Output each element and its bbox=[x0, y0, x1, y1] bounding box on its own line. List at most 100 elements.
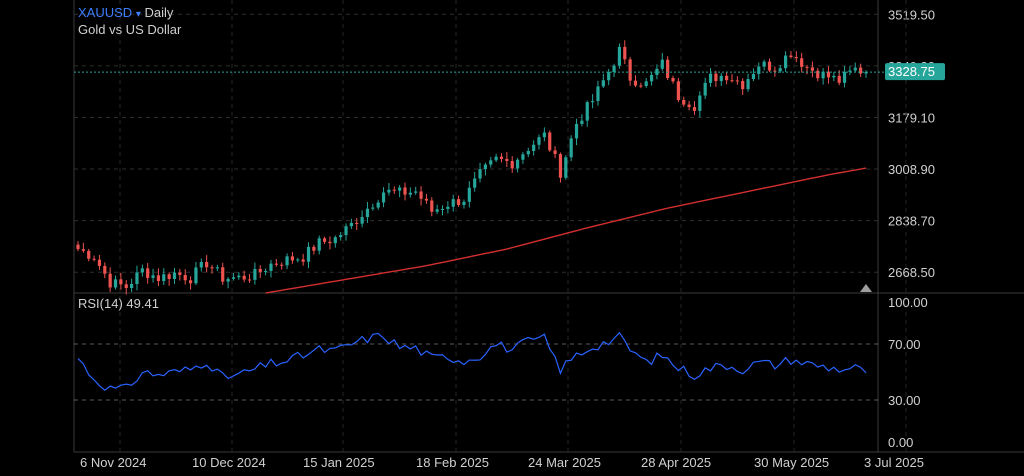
candle-body[interactable] bbox=[548, 132, 552, 151]
candle-body[interactable] bbox=[205, 262, 209, 268]
candle-body[interactable] bbox=[398, 187, 402, 191]
candle-body[interactable] bbox=[430, 200, 434, 212]
candle-body[interactable] bbox=[607, 72, 611, 81]
candle-body[interactable] bbox=[478, 169, 482, 179]
candle-body[interactable] bbox=[639, 85, 643, 87]
candle-body[interactable] bbox=[473, 178, 477, 188]
candle-body[interactable] bbox=[312, 246, 316, 251]
candle-body[interactable] bbox=[708, 73, 713, 83]
candle-body[interactable] bbox=[671, 78, 675, 82]
candle-body[interactable] bbox=[156, 275, 161, 282]
candle-body[interactable] bbox=[242, 275, 246, 280]
candle-body[interactable] bbox=[848, 70, 852, 72]
candle-body[interactable] bbox=[231, 277, 236, 279]
candle-body[interactable] bbox=[435, 209, 439, 212]
candle-body[interactable] bbox=[842, 71, 847, 83]
candle-body[interactable] bbox=[199, 262, 203, 268]
candle-body[interactable] bbox=[296, 259, 300, 261]
candle-body[interactable] bbox=[462, 201, 466, 206]
candle-body[interactable] bbox=[532, 144, 536, 151]
candle-body[interactable] bbox=[633, 80, 638, 86]
candle-body[interactable] bbox=[456, 199, 461, 206]
candle-body[interactable] bbox=[601, 80, 605, 87]
candle-body[interactable] bbox=[564, 157, 568, 178]
symbol-header[interactable]: XAUUSD ▾ Daily bbox=[78, 5, 173, 20]
candle-body[interactable] bbox=[783, 55, 788, 69]
candle-body[interactable] bbox=[719, 75, 723, 82]
candle-body[interactable] bbox=[103, 265, 107, 274]
candle-body[interactable] bbox=[510, 160, 514, 169]
candle-body[interactable] bbox=[328, 241, 332, 244]
candle-body[interactable] bbox=[521, 154, 525, 160]
candle-body[interactable] bbox=[741, 80, 745, 90]
candle-body[interactable] bbox=[612, 65, 616, 73]
candle-body[interactable] bbox=[864, 72, 868, 74]
candle-body[interactable] bbox=[349, 222, 353, 227]
candle-body[interactable] bbox=[649, 74, 654, 82]
candle-body[interactable] bbox=[821, 71, 825, 79]
candle-body[interactable] bbox=[274, 263, 278, 265]
candle-body[interactable] bbox=[151, 275, 155, 278]
candle-body[interactable] bbox=[617, 46, 622, 66]
candle-body[interactable] bbox=[762, 61, 766, 67]
candle-body[interactable] bbox=[805, 66, 809, 68]
candle-body[interactable] bbox=[623, 46, 627, 60]
candle-body[interactable] bbox=[392, 189, 396, 191]
candle-body[interactable] bbox=[387, 189, 391, 193]
candle-body[interactable] bbox=[837, 75, 841, 83]
candle-body[interactable] bbox=[666, 59, 670, 79]
candle-body[interactable] bbox=[408, 192, 412, 195]
candle-body[interactable] bbox=[826, 71, 831, 78]
candle-body[interactable] bbox=[119, 279, 123, 285]
candle-body[interactable] bbox=[92, 258, 96, 260]
candle-body[interactable] bbox=[778, 68, 782, 72]
candle-body[interactable] bbox=[553, 150, 557, 155]
candle-body[interactable] bbox=[322, 238, 327, 242]
candle-body[interactable] bbox=[853, 67, 857, 71]
candle-body[interactable] bbox=[87, 250, 91, 259]
caret-down-icon[interactable]: ▾ bbox=[135, 9, 141, 20]
candle-body[interactable] bbox=[108, 273, 112, 288]
candle-body[interactable] bbox=[499, 156, 504, 159]
candle-body[interactable] bbox=[124, 284, 128, 289]
candle-body[interactable] bbox=[730, 80, 734, 82]
scroll-marker-icon[interactable] bbox=[860, 284, 872, 292]
candle-body[interactable] bbox=[140, 268, 144, 273]
symbol-label[interactable]: XAUUSD bbox=[78, 5, 133, 20]
candle-body[interactable] bbox=[215, 267, 219, 269]
candle-body[interactable] bbox=[757, 66, 761, 74]
candle-body[interactable] bbox=[221, 267, 225, 282]
candle-body[interactable] bbox=[692, 107, 697, 111]
candle-body[interactable] bbox=[269, 263, 273, 271]
candle-body[interactable] bbox=[371, 207, 375, 209]
candle-body[interactable] bbox=[703, 82, 707, 96]
candle-body[interactable] bbox=[467, 187, 471, 202]
candle-body[interactable] bbox=[789, 55, 793, 58]
candle-body[interactable] bbox=[451, 199, 455, 207]
candle-body[interactable] bbox=[542, 132, 546, 138]
candle-body[interactable] bbox=[226, 278, 230, 282]
candle-body[interactable] bbox=[167, 274, 171, 279]
candle-body[interactable] bbox=[725, 75, 729, 81]
candle-body[interactable] bbox=[767, 61, 772, 71]
candle-body[interactable] bbox=[440, 208, 445, 210]
candle-body[interactable] bbox=[183, 274, 187, 281]
candle-body[interactable] bbox=[574, 123, 579, 139]
candle-body[interactable] bbox=[494, 156, 498, 161]
candle-body[interactable] bbox=[365, 208, 370, 218]
candle-body[interactable] bbox=[751, 73, 756, 80]
candle-body[interactable] bbox=[76, 244, 80, 250]
candle-body[interactable] bbox=[360, 217, 364, 224]
candle-body[interactable] bbox=[333, 237, 337, 244]
candle-body[interactable] bbox=[424, 198, 429, 201]
candle-body[interactable] bbox=[301, 259, 305, 262]
candle-body[interactable] bbox=[682, 99, 686, 105]
candle-body[interactable] bbox=[628, 59, 632, 81]
candle-body[interactable] bbox=[537, 137, 541, 145]
candle-body[interactable] bbox=[237, 275, 241, 278]
candle-body[interactable] bbox=[258, 268, 262, 272]
candle-body[interactable] bbox=[339, 235, 343, 238]
candle-body[interactable] bbox=[591, 101, 595, 103]
candle-body[interactable] bbox=[172, 272, 177, 279]
